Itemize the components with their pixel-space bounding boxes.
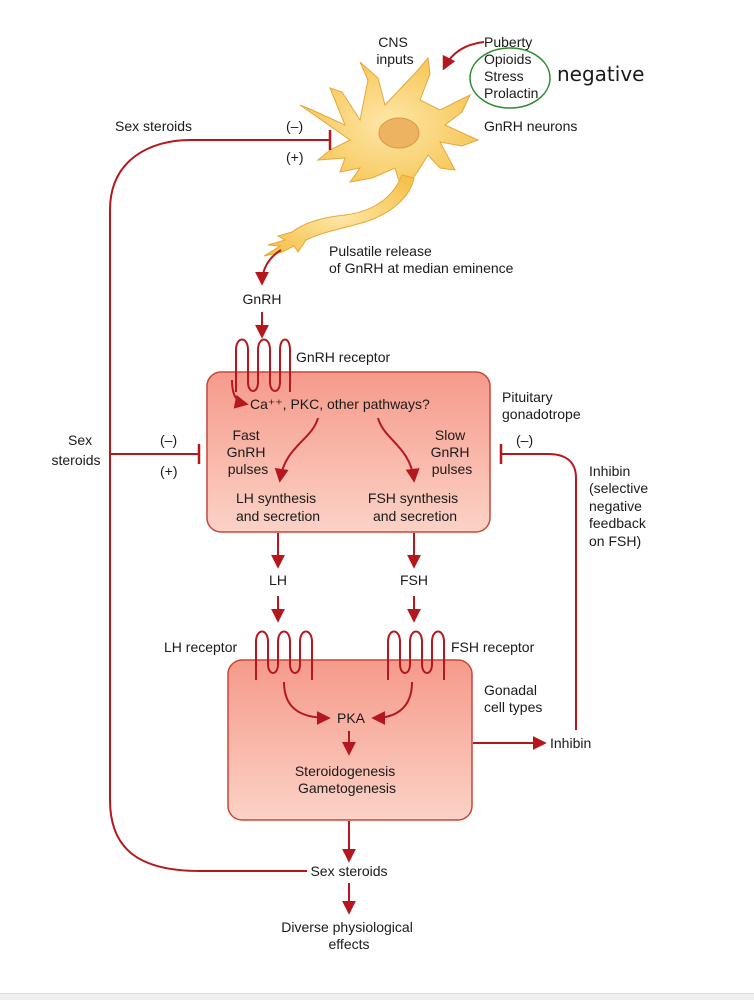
annotation-circle xyxy=(469,47,551,109)
mid-feedback-minus: (–) xyxy=(160,432,177,448)
inhibin-feedback-line xyxy=(502,453,577,730)
fsh-to-pka-arrow xyxy=(371,681,413,725)
lh-hormone-label: LH xyxy=(269,572,287,588)
annotation-negative: negative xyxy=(557,62,644,86)
pituitary-gonadotrope-box xyxy=(206,371,491,533)
fsh-synthesis-label: FSH synthesis and secretion xyxy=(368,490,462,524)
gnrh-neurons-label: GnRH neurons xyxy=(484,118,577,134)
top-feedback-plus: (+) xyxy=(286,149,304,165)
gnrh-receptor-label: GnRH receptor xyxy=(296,349,390,365)
gonadal-cell-types-label: Gonadal cell types xyxy=(484,682,542,715)
receptor-to-pathways-arrow xyxy=(231,379,249,409)
fsh-hormone-label: FSH xyxy=(400,572,428,588)
cns-inputs-label: CNS inputs xyxy=(376,34,413,67)
pka-label: PKA xyxy=(337,710,366,726)
window-bottom-edge xyxy=(0,993,754,1000)
slow-gnrh-pulses-label: Slow GnRH pulses xyxy=(431,427,474,477)
fsh-receptor-label: FSH receptor xyxy=(451,639,535,655)
neuron-axon xyxy=(263,174,415,257)
pituitary-gonadotrope-label: Pituitary gonadotrope xyxy=(502,389,581,422)
input-stress: Stress xyxy=(484,68,524,84)
lh-receptor-label: LH receptor xyxy=(164,639,237,655)
bottom-sex-steroids-label: Sex steroids xyxy=(310,863,387,879)
top-feedback-minus: (–) xyxy=(286,118,303,134)
gonad-outputs-label: Steroidogenesis Gametogenesis xyxy=(295,763,399,796)
mid-sex-steroids-label: Sex steroids xyxy=(51,432,100,468)
lh-to-pka-arrow xyxy=(283,681,331,725)
input-opioids: Opioids xyxy=(484,51,531,67)
cns-input-arrow xyxy=(442,41,485,71)
release-arrow xyxy=(255,249,282,286)
lh-receptor-shape xyxy=(255,630,313,680)
top-sex-steroids-label: Sex steroids xyxy=(115,118,192,134)
pathways-label: Ca⁺⁺, PKC, other pathways? xyxy=(250,396,430,412)
gnrh-hormone-label: GnRH xyxy=(243,291,282,307)
neuron-nucleus xyxy=(378,117,420,149)
fast-gnrh-pulses-label: Fast GnRH pulses xyxy=(227,427,270,477)
gnrh-neuron-illustration xyxy=(263,56,480,257)
gnrh-receptor-shape xyxy=(235,338,291,392)
input-puberty: Puberty xyxy=(484,34,532,50)
physiological-effects-label: Diverse physiological effects xyxy=(281,919,416,952)
input-prolactin: Prolactin xyxy=(484,85,538,101)
fsh-receptor-shape xyxy=(387,630,445,680)
slow-pulses-arrow xyxy=(377,417,420,483)
inhibin-feedback-label: Inhibin (selective negative feedback on … xyxy=(589,463,652,549)
lh-synthesis-label: LH synthesis and secretion xyxy=(236,490,320,524)
fast-pulses-arrow xyxy=(274,417,319,483)
mid-feedback-plus: (+) xyxy=(160,463,178,479)
top-feedback-line xyxy=(109,139,330,872)
inhibin-output-label: Inhibin xyxy=(550,735,591,751)
pulsatile-release-label: Pulsatile release of GnRH at median emin… xyxy=(329,243,514,276)
inhibin-feedback-minus: (–) xyxy=(516,432,533,448)
